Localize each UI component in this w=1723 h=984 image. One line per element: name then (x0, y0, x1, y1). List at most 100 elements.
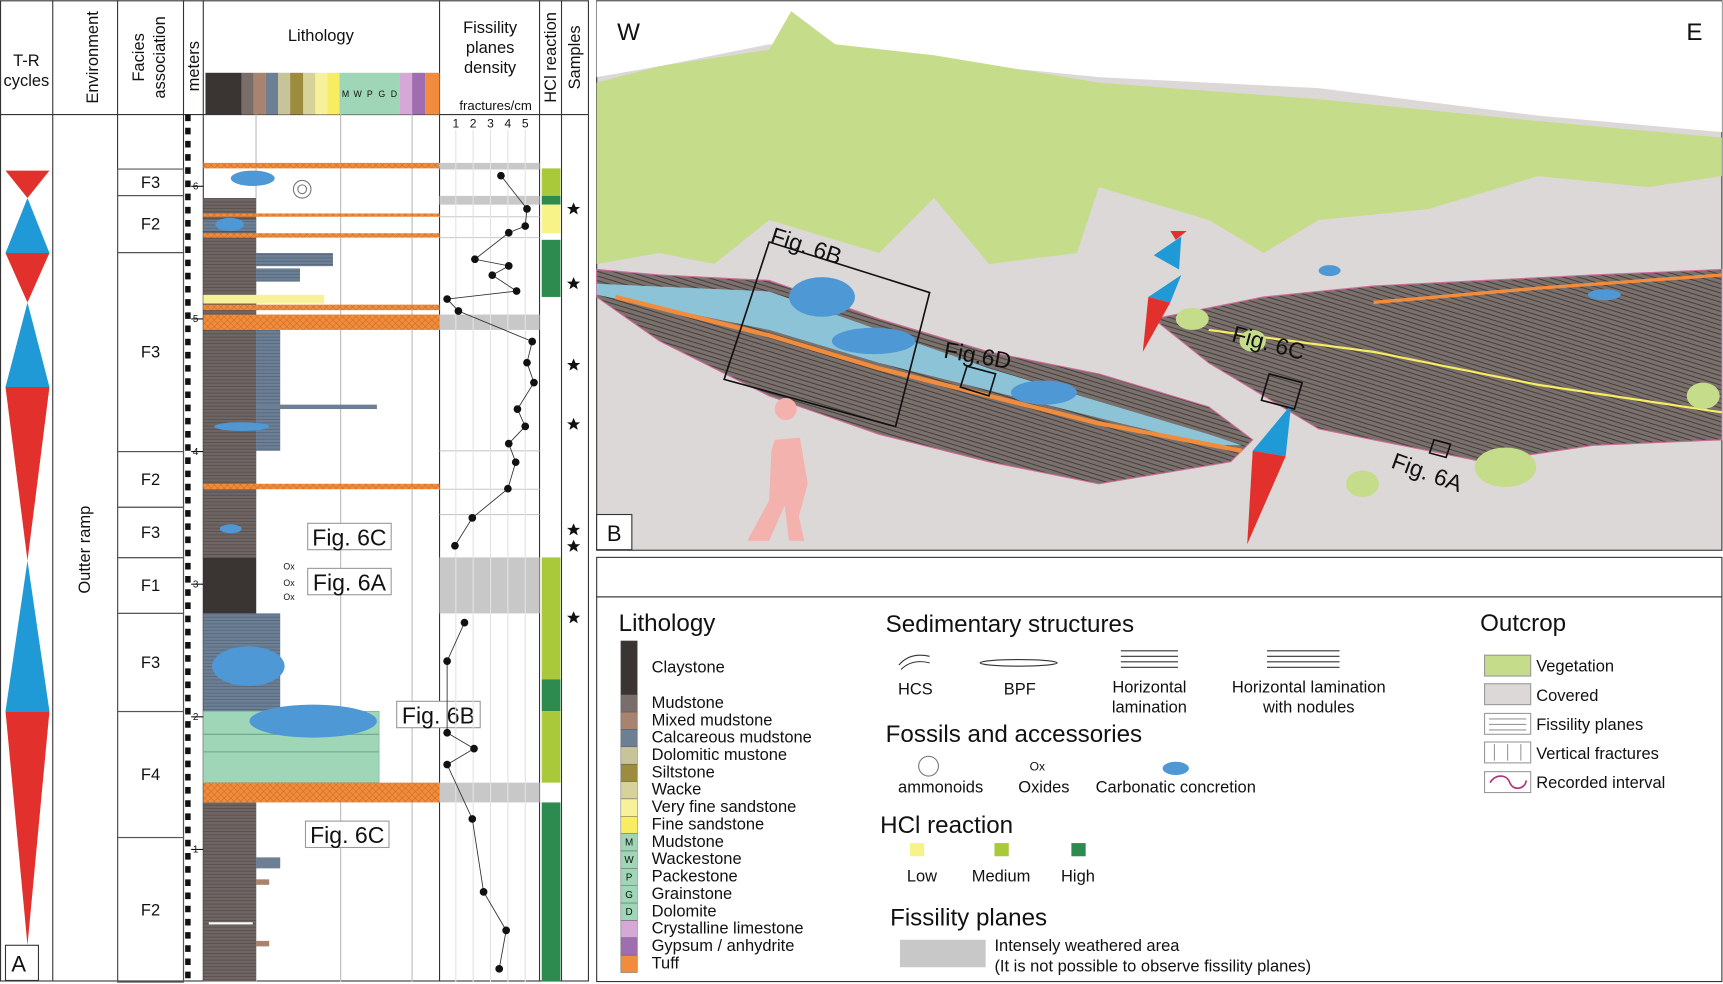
swatch (1483, 683, 1532, 706)
swatch (620, 816, 638, 834)
legend-item: Horizontal (1112, 679, 1186, 697)
header: Facies (130, 33, 148, 82)
swatch (620, 729, 638, 748)
density-point (513, 405, 522, 413)
swatch-code: M (625, 838, 633, 849)
density-point (528, 337, 537, 346)
facies-label: F3 (141, 654, 160, 672)
swatch-code: D (626, 907, 633, 918)
legend-title: Outcrop (1480, 610, 1566, 637)
icon (1162, 761, 1189, 775)
tuff-bed (614, 294, 1243, 453)
outcrop-band (596, 283, 1242, 446)
swatch (620, 954, 638, 973)
legend-item: Vegetation (1536, 658, 1614, 676)
swatch-code: P (626, 872, 633, 883)
density-tick-label: 1 (452, 117, 459, 131)
header: Lithology (288, 27, 355, 45)
icon (1120, 650, 1178, 668)
icon (918, 755, 939, 777)
header: planes (466, 39, 515, 57)
density-point (479, 888, 488, 896)
figure-boxes (723, 240, 1452, 459)
legend-item: Oxides (1018, 779, 1069, 797)
legend-icon: Ox (1030, 760, 1045, 774)
legend-item: HCS (898, 681, 933, 699)
legend-title: Sedimentary structures (886, 611, 1134, 638)
legend-item: Claystone (652, 659, 725, 677)
density-point (502, 926, 510, 935)
outcrop-items: Vegetation Covered Fissility planes Vertica… (1536, 658, 1665, 792)
legend-item: Medium (972, 868, 1031, 886)
legend-item: Carbonatic concretion (1096, 779, 1256, 797)
facies-label: F2 (141, 471, 160, 489)
density-tick-label: 5 (522, 117, 529, 131)
swatch (620, 694, 638, 713)
density-point (443, 295, 451, 303)
legend-frame (596, 596, 1723, 983)
figure-ref: Fig. 6A (313, 569, 387, 595)
swatch (620, 711, 638, 730)
figure-ref: Fig. 6C (312, 524, 386, 550)
bed (1208, 328, 1723, 414)
legend-item: with nodules (1262, 698, 1355, 716)
meter-tick-label: 4 (193, 447, 199, 458)
density-point (443, 760, 451, 769)
panel-frame (0, 0, 589, 982)
hcl-column (541, 168, 561, 982)
meter-tick-label: 3 (193, 579, 199, 590)
density-point (471, 255, 479, 264)
density-tick-label: 3 (487, 117, 494, 131)
legend-item: Tuff (652, 954, 680, 972)
legend-item: Mudstone (652, 694, 724, 712)
header: HCl reaction (542, 12, 560, 103)
figure-ref: Fig. 6C (310, 822, 384, 848)
code-label: M (342, 89, 349, 99)
legend-item: Mixed mudstone (652, 711, 773, 729)
legend-item: High (1061, 868, 1095, 886)
swatch (1483, 741, 1532, 764)
facies-box (117, 836, 185, 983)
meter-tick-label: 5 (193, 314, 199, 325)
header: density (464, 59, 517, 77)
density-point (451, 541, 459, 550)
header: meters (185, 41, 203, 91)
density-point (443, 657, 451, 665)
legend-item: Dolomitic mustone (652, 746, 787, 764)
legend-item: Siltstone (652, 763, 715, 781)
density-point (521, 422, 530, 431)
swatch (994, 843, 1009, 857)
density-point (512, 287, 521, 295)
density-point (495, 964, 504, 973)
swatch (1483, 771, 1532, 794)
legend-item: Vertical fractures (1536, 745, 1659, 763)
legend-item: Packestone (652, 868, 738, 886)
meter-tick-label: 1 (193, 845, 199, 856)
legend-title: Fissility planes (890, 904, 1047, 931)
vegetation (596, 11, 1722, 264)
direction-label: E (1686, 19, 1702, 46)
swatch (620, 746, 638, 765)
oxide: Ox (283, 561, 295, 571)
legend-title: Lithology (619, 610, 717, 637)
density-point (504, 262, 513, 270)
unit: fractures/cm (459, 98, 531, 113)
swatch (1483, 712, 1532, 735)
legend-item: Grainstone (652, 885, 733, 903)
icon (1266, 650, 1340, 668)
legend-item: BPF (1004, 681, 1036, 699)
density-point (511, 458, 520, 467)
panel-label-box (596, 513, 633, 551)
header: Environment (84, 11, 102, 104)
direction-label: W (617, 19, 640, 46)
swatch (1071, 843, 1086, 857)
density-point (504, 484, 512, 493)
legend-item: Covered (1536, 687, 1598, 705)
sky (596, 1, 1722, 133)
legend-item: Dolomite (652, 902, 717, 920)
code-label: W (354, 89, 363, 99)
